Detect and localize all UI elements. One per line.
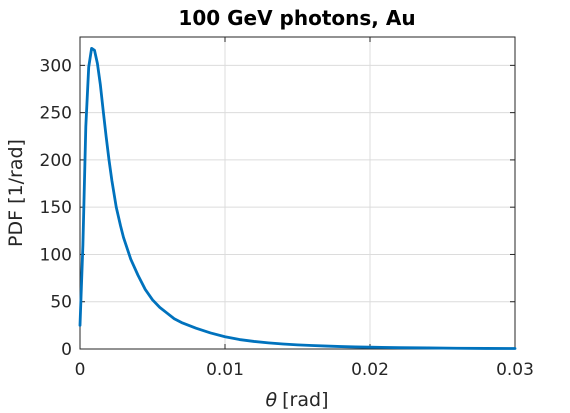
y-tick-label: 0 [61,340,72,360]
axes-box [79,36,516,350]
series-line [78,46,517,350]
y-tick-label: 300 [40,56,72,76]
x-tick-label: 0 [75,360,86,380]
x-tick-label: 0.02 [351,360,389,380]
x-tick-label: 0.03 [496,360,534,380]
y-axis-title: PDF [1/rad] [5,139,27,247]
x-axis-unit: [rad] [282,389,328,411]
y-tick-label: 100 [40,245,72,265]
plot-background [80,37,515,349]
x-tick-label: 0.01 [206,360,244,380]
y-tick-label: 200 [40,151,72,171]
y-tick-label: 150 [40,198,72,218]
y-tick-label: 250 [40,104,72,124]
chart-title: 100 GeV photons, Au [178,6,415,30]
plot-area: 0 0.01 0.02 0.03 0 50 100 150 200 250 300 [40,36,534,380]
x-axis-title: θ [rad] [266,389,329,411]
x-axis-symbol: θ [266,389,278,411]
y-tick-label: 50 [50,293,72,313]
